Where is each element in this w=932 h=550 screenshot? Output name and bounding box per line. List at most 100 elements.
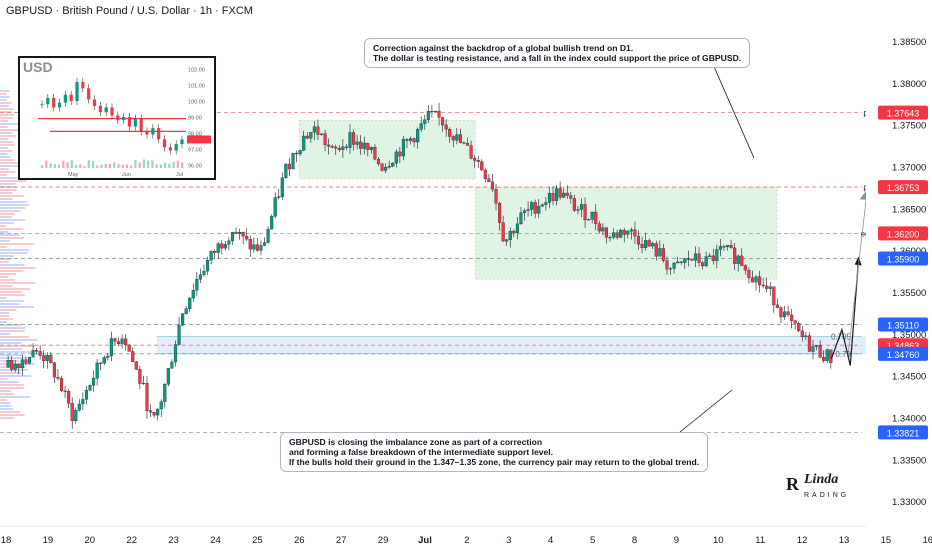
candle-body [138,369,142,384]
inset-volume-bar [164,162,167,168]
candle-body [629,229,633,232]
candle-body [562,192,566,198]
inset-volume-bar [74,165,78,168]
inset-volume-bar [181,162,184,168]
candle-body [13,363,17,370]
inset-x-tick: Jun [122,172,131,178]
volume-profile-bar [0,204,30,206]
candle-body [679,261,683,263]
candle-body [558,188,562,198]
candle-body [124,338,128,346]
candle-body [430,111,434,113]
candle-body [601,227,605,232]
candle-body [818,345,822,358]
volume-profile-bar [0,384,24,386]
candle-body [298,150,302,155]
candle-body [295,152,299,155]
time-tick-label: 16 [923,535,932,546]
volume-profile-bar [0,105,9,107]
candle-body [205,260,210,272]
volume-profile-bar [0,378,8,380]
inset-x-tick: May [68,172,79,178]
volume-profile-bar [0,210,21,212]
candle-body [672,262,676,269]
volume-profile-bar [0,243,34,245]
volume-profile-bar [0,162,18,164]
inset-candle [151,128,155,135]
volume-profile-bar [0,168,9,170]
inset-volume-bar [53,164,56,168]
price-axis-bg [866,0,932,550]
candle-body [209,251,213,261]
inset-volume-bar [151,160,154,168]
inset-volume-bar [113,162,116,168]
candle-body [722,246,726,248]
volume-profile-bar [0,183,16,185]
candle-body [815,345,819,347]
candle-body [99,362,103,364]
volume-profile-bar [0,216,12,218]
candle-body [145,382,149,411]
time-tick-label: 8 [632,535,637,546]
candle-body [369,147,373,150]
candle-body [594,211,598,224]
candle-body [273,197,277,217]
volume-profile-bar [0,180,27,182]
candle-body [234,231,238,234]
candle-body [92,378,96,386]
candle-body [387,166,391,168]
volume-profile-bar [0,324,22,326]
volume-profile-bar [0,393,15,395]
volume-profile-bar [0,369,29,371]
candle-body [398,151,402,157]
candle-body [451,136,455,141]
candle-body [309,132,313,139]
candle-body [394,151,398,164]
candle-body [743,265,747,271]
volume-profile-bar [0,264,25,266]
volume-profile-bar [0,126,8,128]
inset-title: USD [23,59,53,75]
time-tick-label: 9 [674,535,679,546]
candle-body [31,350,35,358]
inset-volume-bar [117,164,120,168]
candle-body [319,133,324,135]
inset-candle [168,147,172,151]
candle-body [683,258,687,263]
inset-candle [104,107,108,113]
volume-profile-bar [0,360,20,362]
candle-body [166,368,170,385]
candle-body [134,361,138,370]
candle-body [498,202,502,223]
time-tick-label: 24 [210,535,221,546]
volume-profile-bar [0,387,25,389]
volume-profile-bar [0,411,20,413]
volume-profile-bar [0,213,15,215]
inset-candle [127,117,132,127]
candle-body [220,243,224,249]
candle-body [141,382,145,385]
inset-candle [57,102,62,108]
candle-body [323,133,327,146]
inset-volume-bar [125,164,129,168]
inset-candle [133,118,137,127]
volume-profile-bar [0,318,13,320]
inset-candle [139,118,143,132]
volume-profile-bar [0,111,12,113]
inset-plot: 102.00101.00100.0099.0098.0097.5997.0096… [38,68,211,178]
candle-body [412,138,416,143]
candle-body [330,146,334,148]
inset-volume-bar [45,160,48,168]
candle-body [480,161,484,171]
candle-body [583,204,587,221]
candle-body [17,363,21,369]
volume-profile-bar [0,414,25,416]
candle-body [522,210,527,213]
time-tick-label: 13 [839,535,850,546]
candle-body [416,129,420,143]
volume-profile-bar [0,357,26,359]
candle-body [327,144,331,147]
volume-profile-bar [0,279,15,281]
candle-body [626,231,630,235]
